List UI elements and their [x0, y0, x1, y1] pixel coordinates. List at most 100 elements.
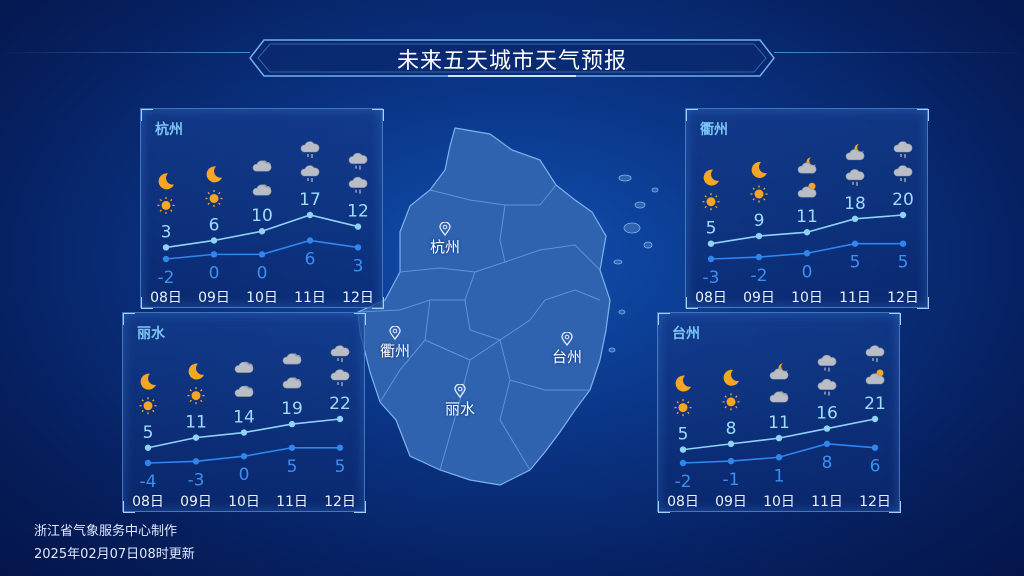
cloudy-icon — [234, 385, 254, 397]
high-temp-label: 6 — [209, 215, 220, 235]
sunny-icon — [205, 189, 223, 207]
light-rain-icon — [817, 354, 837, 372]
low-temp-label: 0 — [239, 465, 250, 485]
partly-cloudy-icon — [797, 182, 817, 198]
low-temp-label: 5 — [287, 457, 298, 477]
partly-cloudy-night-icon — [797, 157, 817, 174]
moon-icon — [140, 373, 156, 390]
light-rain-icon — [330, 369, 350, 386]
light-rain-icon — [817, 378, 837, 396]
date-label: 08日 — [132, 494, 164, 510]
page-title: 未来五天城市天气预报 — [396, 49, 627, 74]
high-temp-point — [144, 444, 152, 451]
light-rain-icon — [348, 176, 368, 194]
low-temp-label: 1 — [774, 466, 785, 486]
low-temp-label: 6 — [305, 249, 316, 269]
low-temp-point — [336, 444, 344, 451]
high-temp-label: 20 — [892, 190, 914, 210]
footer-source: 浙江省气象服务中心制作 — [34, 524, 178, 539]
panel-city-title: 衢州 — [700, 122, 728, 138]
province-shape — [357, 127, 611, 486]
low-temp-label: 0 — [257, 263, 268, 283]
cloudy-icon — [769, 391, 789, 403]
panel-city-title: 丽水 — [137, 326, 165, 342]
date-label: 10日 — [763, 494, 795, 510]
date-label: 12日 — [342, 290, 374, 306]
low-temp-point — [775, 454, 783, 461]
cloudy-icon — [252, 160, 272, 172]
high-temp-point — [258, 228, 266, 235]
low-temp-point — [755, 253, 763, 261]
forecast-panel-lishui: 丽水 5 11 14 19 22 -4 -3 0 5 5 08日 09日 10日 11日 12日 — [122, 312, 366, 513]
location-pin-icon — [561, 331, 573, 350]
date-label: 11日 — [811, 494, 843, 510]
low-temp-label: -1 — [723, 470, 740, 490]
light-rain-icon — [845, 169, 865, 186]
date-label: 09日 — [743, 290, 775, 306]
high-temp-point — [679, 446, 687, 453]
date-label: 11日 — [294, 290, 326, 306]
location-pin-icon — [389, 325, 401, 344]
high-temp-point — [288, 420, 296, 428]
low-temp-label: -3 — [188, 470, 205, 490]
high-temp-point — [727, 440, 735, 448]
low-temp-point — [306, 237, 314, 244]
forecast-panel-quzhou: 衢州 5 9 11 18 20 -3 -2 0 5 5 08日 09日 10日 11日 12日 — [685, 108, 929, 309]
light-rain-icon — [893, 165, 913, 182]
high-temp-label: 5 — [143, 423, 154, 443]
high-temp-point — [306, 211, 314, 219]
islands — [608, 174, 659, 353]
temperature-chart: 3 6 10 17 12 -2 0 0 6 3 08日 09日 10日 11日 12日 — [141, 109, 384, 309]
sunny-icon — [157, 196, 175, 214]
low-temp-point — [258, 251, 266, 258]
low-temp-point — [162, 255, 170, 263]
date-label: 09日 — [198, 290, 230, 306]
low-temp-label: -3 — [703, 268, 720, 288]
light-rain-icon — [330, 345, 350, 362]
map-city-label: 衢州 — [379, 342, 411, 360]
temperature-chart: 5 9 11 18 20 -3 -2 0 5 5 08日 09日 10日 11日 12日 — [686, 109, 929, 309]
low-temp-point — [823, 440, 831, 448]
moon-icon — [206, 166, 222, 183]
low-temp-label: 0 — [802, 262, 813, 282]
high-temp-point — [162, 244, 170, 251]
corner-accent — [123, 313, 135, 325]
low-temp-point — [144, 459, 152, 467]
high-temp-label: 21 — [864, 394, 886, 414]
date-label: 09日 — [180, 494, 212, 510]
low-temp-point — [210, 251, 218, 258]
low-temp-point — [679, 459, 687, 467]
moon-icon — [188, 363, 204, 380]
cloudy-icon — [234, 361, 254, 373]
moon-icon — [675, 375, 691, 392]
light-rain-icon — [893, 141, 913, 158]
high-temp-label: 18 — [844, 194, 866, 214]
date-label: 10日 — [791, 290, 823, 306]
high-temp-label: 11 — [768, 413, 790, 433]
corner-accent — [917, 109, 929, 121]
map-city-label: 台州 — [551, 348, 583, 366]
high-temp-point — [354, 223, 362, 230]
high-temp-point — [192, 434, 200, 441]
high-temp-label: 8 — [726, 419, 737, 439]
high-temp-point — [775, 434, 783, 442]
high-temp-label: 22 — [329, 394, 351, 414]
high-temp-point — [210, 237, 218, 244]
low-temp-label: 8 — [822, 453, 833, 473]
high-temp-label: 12 — [347, 202, 369, 222]
low-temp-label: -4 — [140, 472, 157, 492]
low-temp-label: 5 — [335, 457, 346, 477]
high-temp-point — [803, 229, 811, 236]
high-temp-point — [240, 429, 248, 436]
high-temp-label: 9 — [754, 211, 765, 231]
corner-accent — [686, 109, 698, 121]
date-label: 12日 — [887, 290, 919, 306]
corner-accent — [354, 313, 366, 325]
low-temp-point — [803, 250, 811, 257]
map-city-label: 丽水 — [444, 400, 476, 418]
low-temp-label: 6 — [870, 457, 881, 477]
low-temp-point — [354, 244, 362, 251]
low-temp-label: -2 — [751, 266, 768, 286]
high-temp-label: 5 — [706, 219, 717, 239]
panel-city-title: 杭州 — [155, 122, 183, 138]
